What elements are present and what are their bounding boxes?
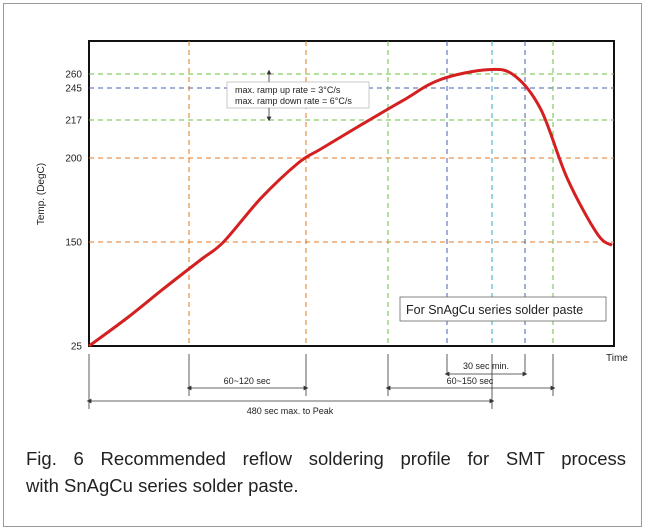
- temperature-profile-line: [88, 67, 613, 348]
- y-tick-label-25: 25: [71, 342, 83, 353]
- ramp-down-label: max. ramp down rate = 6°C/s: [235, 96, 352, 106]
- y-tick-label-150: 150: [65, 238, 82, 249]
- ramp-up-label: max. ramp up rate = 3°C/s: [235, 85, 341, 95]
- dim-480-label: 480 sec max. to Peak: [247, 406, 334, 416]
- caption-line-1: Fig. 6 Recommended reflow soldering prof…: [26, 448, 626, 469]
- dim-60-120-label: 60~120 sec: [224, 376, 271, 386]
- y-axis-label: Temp. (DegC): [36, 163, 47, 225]
- x-axis-label: Time: [606, 353, 628, 364]
- y-tick-labels: 25 150 200 217 245 260: [65, 70, 82, 353]
- y-tick-label-260: 260: [65, 70, 82, 81]
- reflow-profile-chart: 25 150 200 217 245 260 Temp. (DegC) Time max.…: [36, 40, 628, 416]
- y-tick-label-200: 200: [65, 154, 82, 165]
- figure-caption: Fig. 6 Recommended reflow soldering prof…: [26, 445, 626, 499]
- solder-paste-legend-box: [399, 296, 607, 322]
- y-tick-label-217: 217: [65, 116, 82, 127]
- vertical-reference-lines: [188, 41, 554, 346]
- figure-frame: 25 150 200 217 245 260 Temp. (DegC) Time max.…: [3, 3, 642, 527]
- dim-60-150-label: 60~150 sec: [447, 376, 494, 386]
- solder-paste-legend-text: For SnAgCu series solder paste: [406, 303, 583, 317]
- duration-dimension-lines: [86, 354, 556, 409]
- y-tick-label-245: 245: [65, 84, 82, 95]
- ramp-rate-box: [226, 81, 370, 109]
- caption-line-2: with SnAgCu series solder paste.: [26, 475, 299, 496]
- dim-30-sec-label: 30 sec min.: [463, 361, 509, 371]
